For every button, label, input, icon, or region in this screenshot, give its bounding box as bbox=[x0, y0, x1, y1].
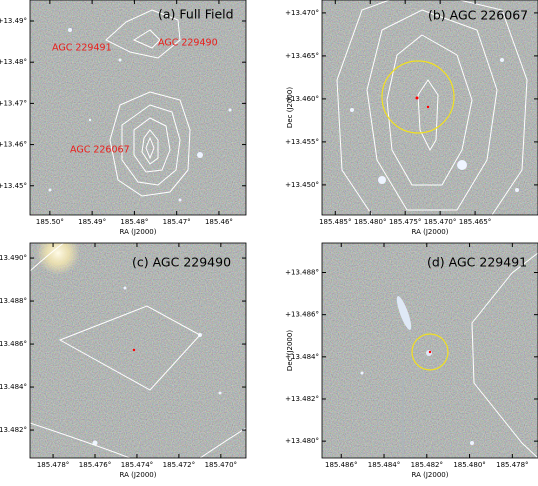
annotation: AGC 229491 bbox=[52, 43, 112, 54]
x-tick-label: 185.482° bbox=[411, 461, 443, 469]
frame bbox=[29, 242, 247, 459]
x-axis-label: RA (J2000) bbox=[120, 228, 157, 236]
x-tick-label: 185.46° bbox=[205, 218, 233, 226]
x-tick-label: 185.50° bbox=[36, 218, 64, 226]
panel bbox=[30, 0, 246, 215]
x-tick-label: 185.48° bbox=[120, 218, 148, 226]
y-tick-label: 13.488° bbox=[0, 297, 27, 305]
panel-title: (a) Full Field bbox=[158, 7, 234, 22]
panel-axes: 185.486° 185.484° 185.482° 185.480° 185.478°… bbox=[285, 242, 538, 479]
y-tick-label: +13.470° bbox=[285, 9, 319, 17]
sky-image bbox=[30, 0, 246, 215]
y-tick-label: +13.48° bbox=[0, 58, 27, 66]
y-tick-label: +13.450° bbox=[285, 181, 319, 189]
x-tick-label: 185.478° bbox=[37, 461, 69, 469]
y-tick-label: +13.486° bbox=[285, 311, 319, 319]
contours bbox=[336, 0, 528, 215]
panel-axes: 185.50° 185.49° 185.48° 185.47° 185.46° +13.4… bbox=[0, 0, 247, 236]
y-tick-label: 13.482° bbox=[0, 426, 27, 434]
x-tick-label: 185.474° bbox=[121, 461, 153, 469]
x-tick-label: 185.476° bbox=[79, 461, 111, 469]
x-tick-label: 185.484° bbox=[368, 461, 400, 469]
frame bbox=[321, 0, 538, 216]
x-tick-label: 185.480° bbox=[453, 461, 485, 469]
x-tick-label: 185.47° bbox=[163, 218, 191, 226]
panel-axes: 185.478° 185.476° 185.474° 185.472° 185.470°… bbox=[0, 242, 247, 479]
x-tick-label: 185.470° bbox=[205, 461, 237, 469]
annotation: AGC 226067 bbox=[70, 145, 130, 156]
aperture bbox=[411, 333, 449, 371]
frame bbox=[321, 242, 538, 459]
x-tick-label: 185.465° bbox=[459, 218, 491, 226]
y-tick-label: +13.465° bbox=[285, 52, 319, 60]
contours bbox=[30, 243, 246, 458]
sky-image bbox=[322, 0, 538, 215]
x-tick-label: 185.49° bbox=[78, 218, 106, 226]
x-tick-label: 185.472° bbox=[163, 461, 195, 469]
x-tick-label: 185.486° bbox=[325, 461, 357, 469]
panel bbox=[322, 243, 538, 458]
aperture bbox=[381, 60, 455, 134]
annotation: AGC 229490 bbox=[158, 38, 218, 49]
contours bbox=[471, 252, 538, 458]
x-axis-label: RA (J2000) bbox=[412, 228, 449, 236]
x-tick-label: 185.485° bbox=[319, 218, 351, 226]
y-tick-label: +13.488° bbox=[285, 269, 319, 277]
panel-title: (d) AGC 229491 bbox=[427, 255, 527, 270]
panel bbox=[322, 0, 538, 215]
y-tick-label: +13.47° bbox=[0, 99, 27, 107]
panel bbox=[30, 243, 246, 458]
y-tick-label: +13.455° bbox=[285, 138, 319, 146]
x-tick-label: 185.475° bbox=[389, 218, 421, 226]
panel-title: (c) AGC 229490 bbox=[132, 255, 231, 270]
y-tick-label: +13.49° bbox=[0, 17, 27, 25]
x-axis-label: RA (J2000) bbox=[120, 471, 157, 479]
y-tick-label: +13.46° bbox=[0, 141, 27, 149]
y-tick-label: +13.482° bbox=[285, 395, 319, 403]
y-axis-label: Dec (J2000) bbox=[286, 330, 294, 371]
panel-axes: 185.485° 185.480° 185.475° 185.470° 185.465°… bbox=[285, 0, 538, 236]
y-axis-label: Dec (J2000) bbox=[286, 87, 294, 128]
y-tick-label: +13.45° bbox=[0, 182, 27, 190]
x-axis-label: RA (J2000) bbox=[412, 471, 449, 479]
contours bbox=[105, 9, 191, 197]
y-tick-label: 13.484° bbox=[0, 383, 27, 391]
y-tick-label: 13.490° bbox=[0, 254, 27, 262]
x-tick-label: 185.480° bbox=[354, 218, 386, 226]
x-tick-label: 185.470° bbox=[424, 218, 456, 226]
y-tick-label: +13.480° bbox=[285, 437, 319, 445]
y-tick-label: 13.486° bbox=[0, 340, 27, 348]
frame bbox=[29, 0, 247, 216]
panel-title: (b) AGC 226067 bbox=[428, 8, 528, 23]
sky-image bbox=[30, 243, 246, 458]
y-tick-label: +13.460° bbox=[285, 95, 319, 103]
y-tick-label: +13.484° bbox=[285, 353, 319, 361]
x-tick-label: 185.478° bbox=[496, 461, 528, 469]
